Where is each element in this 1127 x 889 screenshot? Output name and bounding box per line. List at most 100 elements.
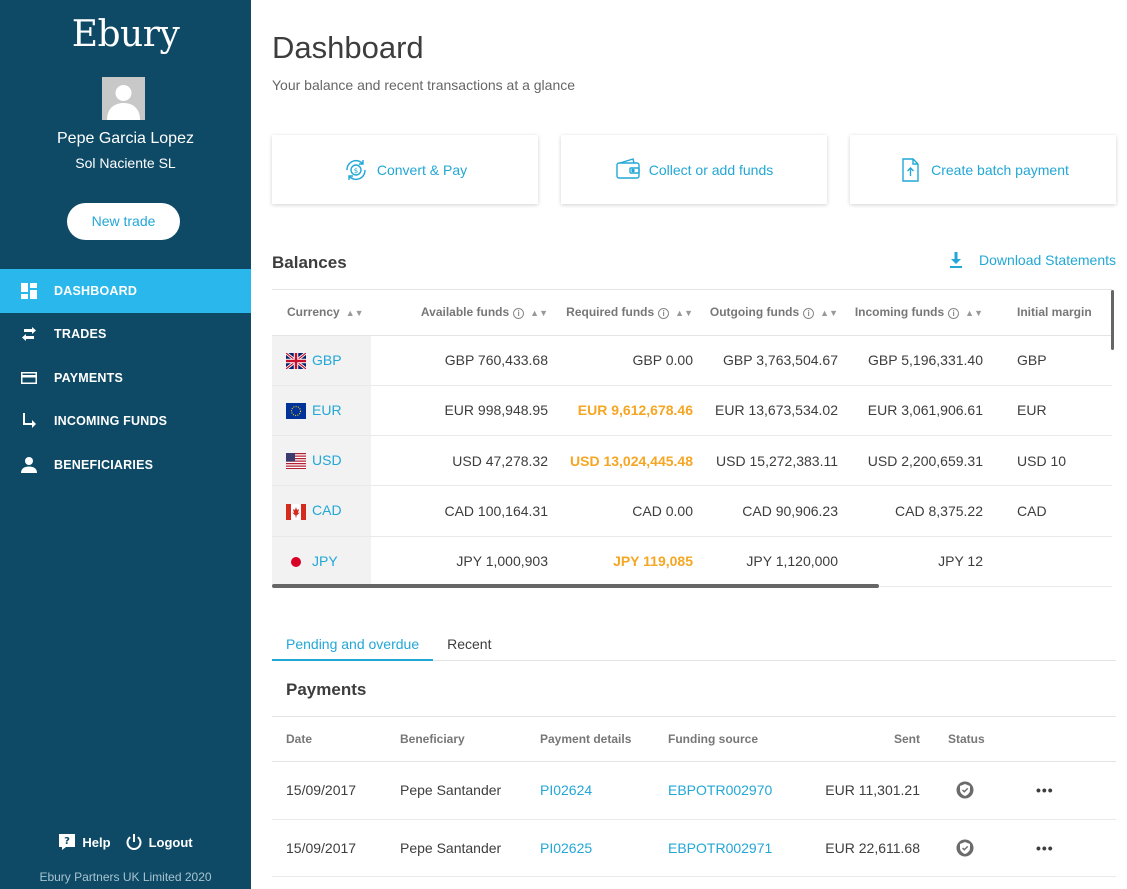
available-funds-cell: JPY 1,000,903 <box>371 536 564 587</box>
column-header-available[interactable]: Available funds i ▲▼ <box>371 290 564 336</box>
sort-icon[interactable]: ▲▼ <box>530 308 548 319</box>
required-funds-cell: EUR 9,612,678.46 <box>564 385 709 437</box>
sort-icon[interactable]: ▲▼ <box>820 308 838 319</box>
sidebar-item-label: INCOMING FUNDS <box>54 414 168 429</box>
status-cell <box>948 761 1028 820</box>
table-row[interactable]: 15/09/2017 Pepe Santander PI02625 EBPOTR… <box>272 819 1116 877</box>
swap-icon <box>20 325 38 343</box>
sidebar-item-dashboard[interactable]: DASHBOARD <box>0 269 251 313</box>
sort-icon[interactable]: ▲▼ <box>965 308 983 319</box>
available-funds-cell: USD 47,278.32 <box>371 435 564 487</box>
main-content: Dashboard Your balance and recent transa… <box>251 0 1127 889</box>
date-cell: 15/09/2017 <box>286 819 400 877</box>
status-cell <box>948 819 1028 877</box>
sidebar-item-label: PAYMENTS <box>54 370 123 385</box>
download-statements-link[interactable]: Download Statements <box>947 251 1116 269</box>
help-link[interactable]: ? Help <box>58 833 111 851</box>
sort-icon[interactable]: ▲▼ <box>345 308 364 319</box>
currency-cell[interactable]: EUR <box>272 385 371 437</box>
column-header-incoming[interactable]: Incoming funds i ▲▼ <box>854 290 999 336</box>
payment-details-link[interactable]: PI02625 <box>540 819 668 877</box>
column-header-currency[interactable]: Currency ▲▼ <box>272 290 371 336</box>
beneficiary-cell: Pepe Santander <box>400 761 540 820</box>
collect-add-funds-label: Collect or add funds <box>648 161 774 178</box>
incoming-funds-cell: GBP 5,196,331.40 <box>854 335 999 386</box>
table-row[interactable]: JPY JPY 1,000,903 JPY 119,085 JPY 1,120,… <box>272 536 1112 587</box>
card-icon <box>20 369 38 387</box>
balances-table-wrapper[interactable]: Currency ▲▼ Available funds i ▲▼ Required f… <box>272 289 1112 589</box>
uk-flag-icon <box>286 352 306 369</box>
column-header-funding-source: Funding source <box>668 716 798 762</box>
create-batch-payment-label: Create batch payment <box>931 161 1069 178</box>
convert-pay-button[interactable]: $ Convert & Pay <box>272 135 538 204</box>
incoming-funds-cell: USD 2,200,659.31 <box>854 435 999 487</box>
currency-cell[interactable]: GBP <box>272 335 371 386</box>
initial-margin-cell <box>999 536 1112 587</box>
funding-source-link[interactable]: EBPOTR002971 <box>668 819 798 877</box>
table-row[interactable]: EUR EUR 998,948.95 EUR 9,612,678.46 EUR … <box>272 385 1112 437</box>
initial-margin-cell: CAD <box>999 485 1112 537</box>
upload-file-icon <box>902 157 919 182</box>
sidebar-item-label: DASHBOARD <box>54 283 138 298</box>
required-funds-cell: USD 13,024,445.48 <box>564 435 709 487</box>
vertical-scrollbar[interactable] <box>1111 290 1114 350</box>
payments-table-wrapper: Date Beneficiary Payment details Funding… <box>272 716 1116 877</box>
ebury-logo[interactable]: Ebury <box>71 14 180 55</box>
incoming-funds-cell: EUR 3,061,906.61 <box>854 385 999 437</box>
sort-icon[interactable]: ▲▼ <box>675 308 693 319</box>
sidebar-item-payments[interactable]: PAYMENTS <box>0 356 251 400</box>
funding-source-link[interactable]: EBPOTR002970 <box>668 761 798 820</box>
info-icon[interactable]: i <box>658 308 670 320</box>
sidebar-footer: ? Help Logout <box>0 833 251 851</box>
sidebar-item-beneficiaries[interactable]: BENEFICIARIES <box>0 443 251 487</box>
column-header-required[interactable]: Required funds i ▲▼ <box>564 290 709 336</box>
tab-pending-overdue[interactable]: Pending and overdue <box>272 627 434 661</box>
table-row[interactable]: CAD CAD 100,164.31 CAD 0.00 CAD 90,906.2… <box>272 485 1112 537</box>
horizontal-scrollbar[interactable] <box>272 584 879 588</box>
arrow-down-right-icon <box>20 412 38 430</box>
column-header-outgoing[interactable]: Outgoing funds i ▲▼ <box>709 290 854 336</box>
sidebar-item-trades[interactable]: TRADES <box>0 313 251 357</box>
column-header-beneficiary: Beneficiary <box>400 716 540 762</box>
more-options-icon[interactable]: ••• <box>1028 761 1116 820</box>
currency-cell[interactable]: JPY <box>272 536 371 587</box>
column-header-date: Date <box>286 716 400 762</box>
available-funds-cell: GBP 760,433.68 <box>371 335 564 386</box>
payment-details-link[interactable]: PI02624 <box>540 761 668 820</box>
column-header-payment-details: Payment details <box>540 716 668 762</box>
svg-text:$: $ <box>354 167 358 175</box>
initial-margin-cell: USD 10 <box>999 435 1112 487</box>
sidebar: Ebury Pepe Garcia Lopez Sol Naciente SL … <box>0 0 251 889</box>
currency-cell[interactable]: USD <box>272 435 371 487</box>
help-label: Help <box>82 834 111 850</box>
initial-margin-cell: GBP <box>999 335 1112 386</box>
sidebar-item-incoming-funds[interactable]: INCOMING FUNDS <box>0 400 251 444</box>
info-icon[interactable]: i <box>803 308 815 320</box>
currency-cell[interactable]: CAD <box>272 485 371 537</box>
table-row[interactable]: USD USD 47,278.32 USD 13,024,445.48 USD … <box>272 435 1112 487</box>
table-row[interactable]: 15/09/2017 Pepe Santander PI02624 EBPOTR… <box>272 761 1116 820</box>
column-header-initial-margin[interactable]: Initial margin <box>999 290 1112 336</box>
table-row[interactable]: GBP GBP 760,433.68 GBP 0.00 GBP 3,763,50… <box>272 335 1112 386</box>
wallet-icon <box>616 157 640 179</box>
canada-flag-icon <box>286 503 306 520</box>
info-icon[interactable]: i <box>948 308 960 320</box>
us-flag-icon <box>286 453 306 470</box>
tab-recent[interactable]: Recent <box>447 636 492 652</box>
new-trade-button[interactable]: New trade <box>67 203 180 240</box>
required-funds-cell: JPY 119,085 <box>564 536 709 587</box>
create-batch-payment-button[interactable]: Create batch payment <box>850 135 1116 204</box>
avatar[interactable] <box>102 77 145 120</box>
beneficiary-cell: Pepe Santander <box>400 819 540 877</box>
balances-title: Balances <box>272 253 347 272</box>
column-header-sent: Sent <box>798 716 948 762</box>
more-options-icon[interactable]: ••• <box>1028 819 1116 877</box>
collect-add-funds-button[interactable]: Collect or add funds <box>561 135 827 204</box>
logout-link[interactable]: Logout <box>125 833 193 851</box>
dashboard-icon <box>20 282 38 300</box>
help-icon: ? <box>59 834 76 850</box>
initial-margin-cell: EUR <box>999 385 1112 437</box>
page-subtitle: Your balance and recent transactions at … <box>272 77 576 93</box>
info-icon[interactable]: i <box>513 308 525 320</box>
required-funds-cell: CAD 0.00 <box>564 485 709 537</box>
